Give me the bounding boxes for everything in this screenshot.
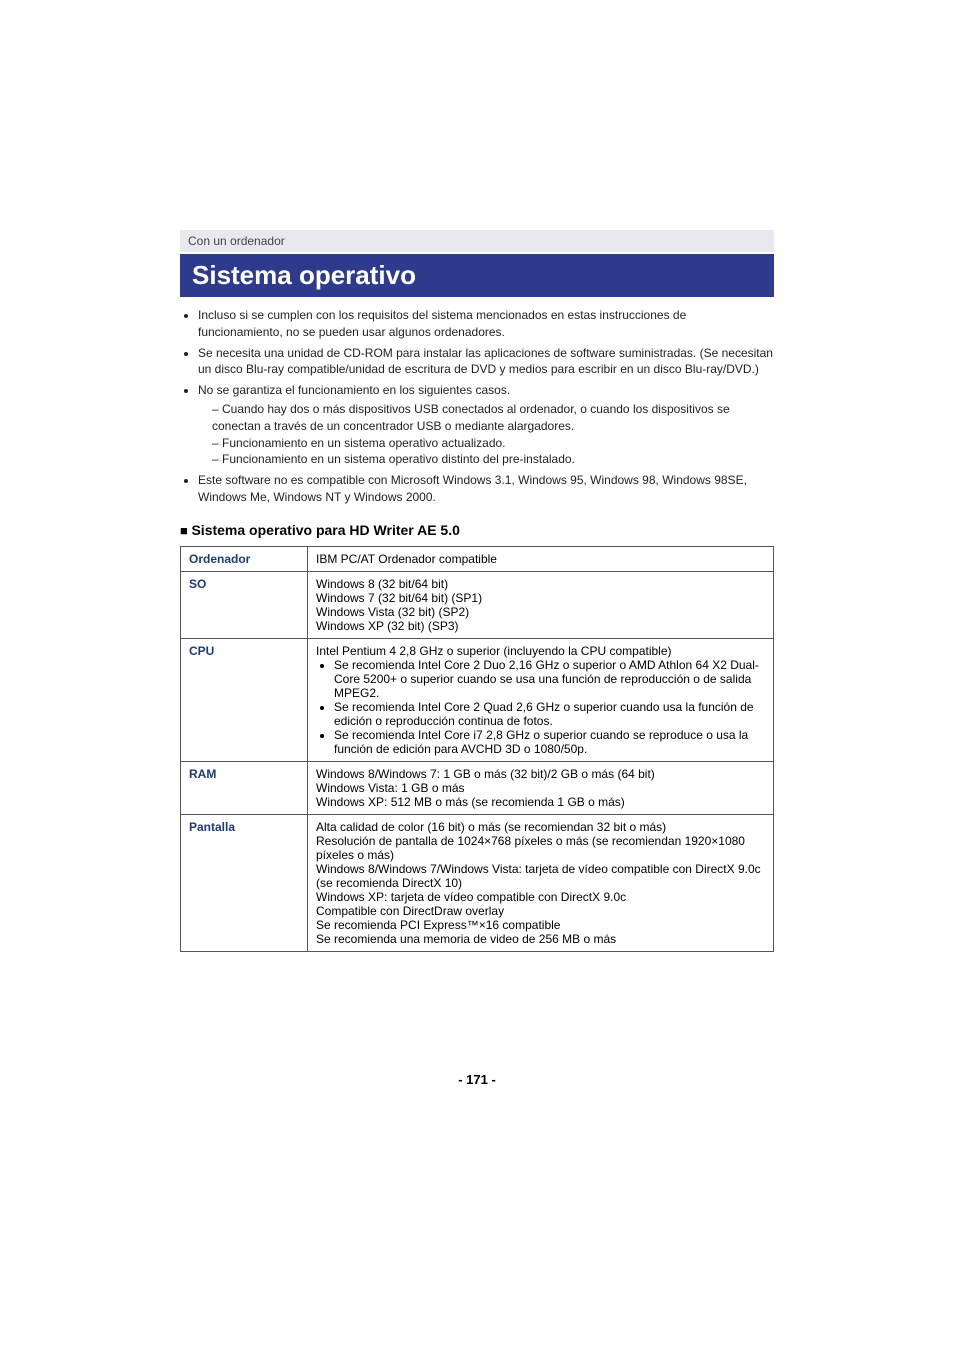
cell-bullet: Se recomienda Intel Core 2 Duo 2,16 GHz … — [334, 658, 765, 700]
cell-line: Windows XP: 512 MB o más (se recomienda … — [316, 795, 765, 809]
section-heading-text: Sistema operativo para HD Writer AE 5.0 — [191, 522, 459, 538]
cell-line: Alta calidad de color (16 bit) o más (se… — [316, 820, 765, 834]
cell-line: Compatible con DirectDraw overlay — [316, 904, 765, 918]
intro-bullet-list: Incluso si se cumplen con los requisitos… — [180, 307, 774, 506]
table-row-value: Windows 8/Windows 7: 1 GB o más (32 bit)… — [308, 761, 774, 814]
table-row-label: Pantalla — [181, 814, 308, 951]
intro-sub-item: Funcionamiento en un sistema operativo a… — [212, 435, 774, 452]
cell-line: Windows 7 (32 bit/64 bit) (SP1) — [316, 591, 765, 605]
table-row-value: Alta calidad de color (16 bit) o más (se… — [308, 814, 774, 951]
cell-line: IBM PC/AT Ordenador compatible — [316, 552, 765, 566]
page-title-bar: Sistema operativo — [180, 254, 774, 297]
breadcrumb-bar: Con un ordenador — [180, 230, 774, 252]
table-row-label: RAM — [181, 761, 308, 814]
cell-lead-text: Intel Pentium 4 2,8 GHz o superior (incl… — [316, 644, 765, 658]
cell-line: Se recomienda una memoria de video de 25… — [316, 932, 765, 946]
intro-bullet: No se garantiza el funcionamiento en los… — [198, 382, 774, 468]
intro-sub-list: Cuando hay dos o más dispositivos USB co… — [198, 401, 774, 468]
table-row-value: IBM PC/AT Ordenador compatible — [308, 546, 774, 571]
table-row: RAM Windows 8/Windows 7: 1 GB o más (32 b… — [181, 761, 774, 814]
table-row-label: Ordenador — [181, 546, 308, 571]
cell-line: Resolución de pantalla de 1024×768 píxel… — [316, 834, 765, 862]
cell-bullet: Se recomienda Intel Core i7 2,8 GHz o su… — [334, 728, 765, 756]
page-number: - 171 - — [180, 1072, 774, 1087]
section-heading: Sistema operativo para HD Writer AE 5.0 — [180, 522, 774, 538]
table-row-label: SO — [181, 571, 308, 638]
table-row-value: Intel Pentium 4 2,8 GHz o superior (incl… — [308, 638, 774, 761]
intro-sub-item: Funcionamiento en un sistema operativo d… — [212, 451, 774, 468]
cell-bullet-list: Se recomienda Intel Core 2 Duo 2,16 GHz … — [316, 658, 765, 756]
cell-line: Windows 8/Windows 7/Windows Vista: tarje… — [316, 862, 765, 890]
cell-bullet: Se recomienda Intel Core 2 Quad 2,6 GHz … — [334, 700, 765, 728]
cell-line: Windows 8/Windows 7: 1 GB o más (32 bit)… — [316, 767, 765, 781]
table-row-label: CPU — [181, 638, 308, 761]
table-row: Pantalla Alta calidad de color (16 bit) o… — [181, 814, 774, 951]
intro-bullet: Incluso si se cumplen con los requisitos… — [198, 307, 774, 341]
document-page: Con un ordenador Sistema operativo Inclu… — [0, 0, 954, 1147]
cell-line: Se recomienda PCI Express™×16 compatible — [316, 918, 765, 932]
spec-table: Ordenador IBM PC/AT Ordenador compatible S… — [180, 546, 774, 952]
table-row-value: Windows 8 (32 bit/64 bit)Windows 7 (32 b… — [308, 571, 774, 638]
table-row: CPU Intel Pentium 4 2,8 GHz o superior (i… — [181, 638, 774, 761]
cell-line: Windows XP (32 bit) (SP3) — [316, 619, 765, 633]
intro-sub-item: Cuando hay dos o más dispositivos USB co… — [212, 401, 774, 435]
page-title: Sistema operativo — [192, 260, 416, 290]
cell-line: Windows 8 (32 bit/64 bit) — [316, 577, 765, 591]
intro-bullet: Este software no es compatible con Micro… — [198, 472, 774, 506]
intro-bullet: Se necesita una unidad de CD-ROM para in… — [198, 345, 774, 379]
cell-line: Windows XP: tarjeta de vídeo compatible … — [316, 890, 765, 904]
cell-line: Windows Vista: 1 GB o más — [316, 781, 765, 795]
table-row: SOWindows 8 (32 bit/64 bit)Windows 7 (32… — [181, 571, 774, 638]
table-row: Ordenador IBM PC/AT Ordenador compatible — [181, 546, 774, 571]
cell-line: Windows Vista (32 bit) (SP2) — [316, 605, 765, 619]
breadcrumb-text: Con un ordenador — [188, 234, 285, 248]
